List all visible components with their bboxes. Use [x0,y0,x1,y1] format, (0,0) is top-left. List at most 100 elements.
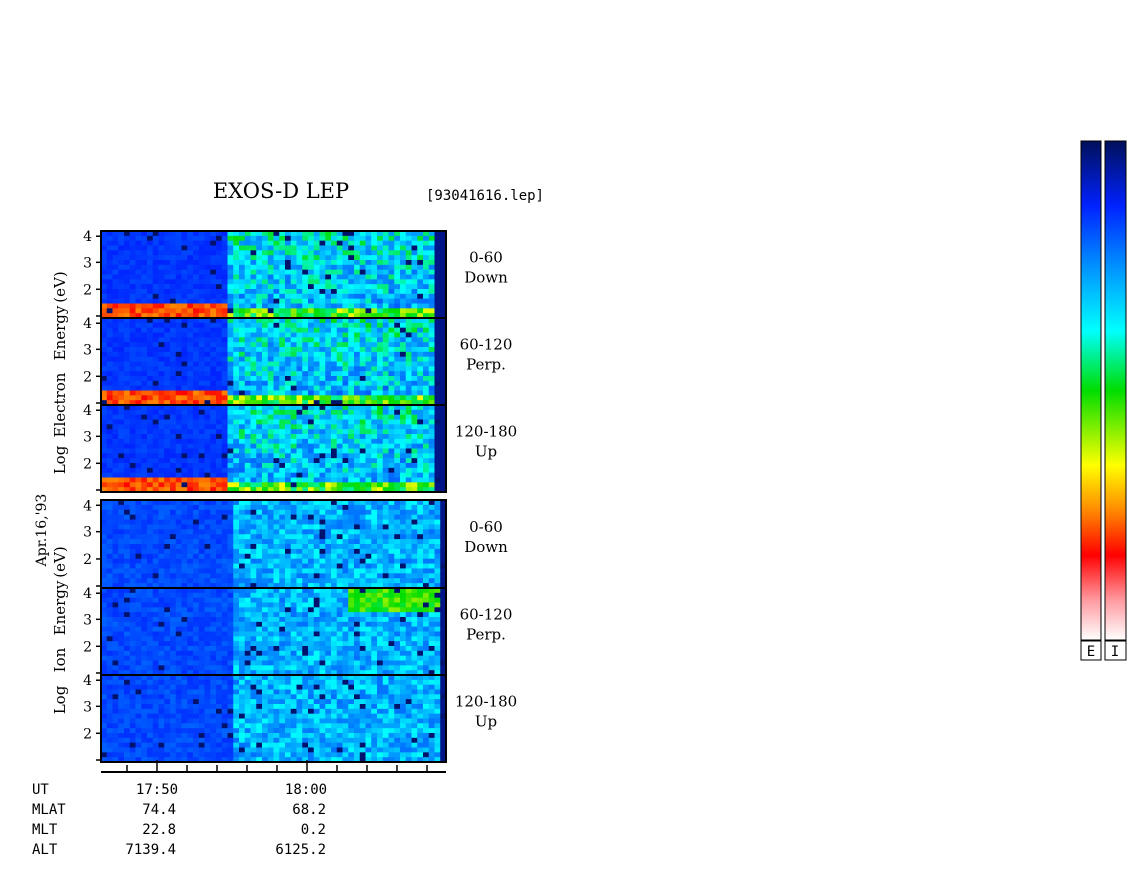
spectrogram-cell [101,289,108,295]
spectrogram-cell [193,289,200,295]
spectrogram-cell [227,504,234,511]
spectrogram-cell [262,524,269,530]
spectrogram-cell [411,472,418,478]
spectrogram-cell [313,293,320,300]
spectrogram-cell [204,356,211,362]
spectrogram-cell [290,332,297,338]
spectrogram-cell [434,240,441,246]
spectrogram-cell [204,390,211,396]
spectrogram-cell [331,269,338,275]
spectrogram-cell [377,279,384,285]
spectrogram-cell [400,443,407,449]
spectrogram-cell [106,558,113,564]
spectrogram-cell [267,235,274,242]
spectrogram-cell [164,612,171,618]
spectrogram-cell [135,337,142,343]
spectrogram-cell [141,400,148,406]
spectrogram-cell [279,544,286,550]
spectrogram-cell [164,424,171,430]
spectrogram-cell [336,390,343,396]
spectrogram-cell [405,438,412,445]
spectrogram-cell [296,298,303,304]
spectrogram-cell [124,607,131,613]
spectrogram-cell [216,284,223,290]
spectrogram-cell [285,500,292,506]
spectrogram-cell [405,371,412,377]
spectrogram-cell [239,524,246,530]
spectrogram-cell [118,519,125,525]
spectrogram-cell [388,240,395,246]
spectrogram-cell [400,293,407,300]
spectrogram-cell [112,621,119,628]
spectrogram-cell [181,500,188,506]
spectrogram-cell [359,458,366,464]
spectrogram-cell [187,400,194,406]
spectrogram-cell [434,500,441,506]
spectrogram-cell [147,487,154,493]
y-tick-label: 4 [83,403,92,419]
spectrogram-cell [417,443,424,449]
spectrogram-cell [417,548,424,555]
spectrogram-cell [181,504,188,511]
spectrogram-cell [382,318,389,324]
spectrogram-cell [365,458,372,464]
spectrogram-cell [262,269,269,275]
spectrogram-cell [170,665,177,671]
spectrogram-cell [147,405,154,411]
spectrogram-cell [302,504,309,511]
spectrogram-cell [135,568,142,574]
spectrogram-cell [319,558,326,564]
spectrogram-cell [175,588,182,594]
spectrogram-cell [440,500,447,506]
spectrogram-cell [141,477,148,483]
spectrogram-cell [382,298,389,304]
spectrogram-cell [267,665,274,671]
spectrogram-cell [354,583,361,589]
spectrogram-cell [233,395,240,401]
spectrogram-cell [141,385,148,391]
spectrogram-cell [417,539,424,545]
spectrogram-cell [296,414,303,420]
spectrogram-cell [233,361,240,367]
spectrogram-cell [152,626,159,632]
spectrogram-cell [267,448,274,454]
spectrogram-cell [331,519,338,525]
spectrogram-cell [279,385,286,391]
spectrogram-cell [170,563,177,569]
spectrogram-cell [239,583,246,589]
spectrogram-cell [417,235,424,242]
spectrogram-cell [135,395,142,401]
spectrogram-cell [164,597,171,603]
spectrogram-cell [152,308,159,314]
spectrogram-cell [135,279,142,285]
spectrogram-cell [388,443,395,449]
spectrogram-cell [354,279,361,285]
spectrogram-cell [170,342,177,348]
spectrogram-cell [210,322,217,329]
spectrogram-cell [164,453,171,459]
spectrogram-cell [262,313,269,319]
spectrogram-cell [101,376,108,382]
spectrogram-cell [112,617,119,623]
spectrogram-cell [181,453,188,459]
spectrogram-cell [216,419,223,425]
spectrogram-cell [359,405,366,411]
y-tick-label: 3 [83,342,92,358]
spectrogram-cell [158,553,165,560]
spectrogram-cell [273,463,280,469]
spectrogram-cell [256,371,263,377]
spectrogram-cell [147,558,154,564]
spectrogram-cell [290,308,297,314]
spectrogram-cell [124,626,131,632]
spectrogram-cell [158,612,165,618]
spectrogram-cell [124,424,131,430]
spectrogram-cell [417,284,424,290]
spectrogram-cell [158,322,165,329]
spectrogram-cell [175,356,182,362]
spectrogram-cell [342,453,349,459]
spectrogram-cell [365,240,372,246]
spectrogram-cell [359,240,366,246]
spectrogram-cell [164,264,171,271]
spectrogram-cell [112,298,119,304]
spectrogram-cell [141,519,148,525]
